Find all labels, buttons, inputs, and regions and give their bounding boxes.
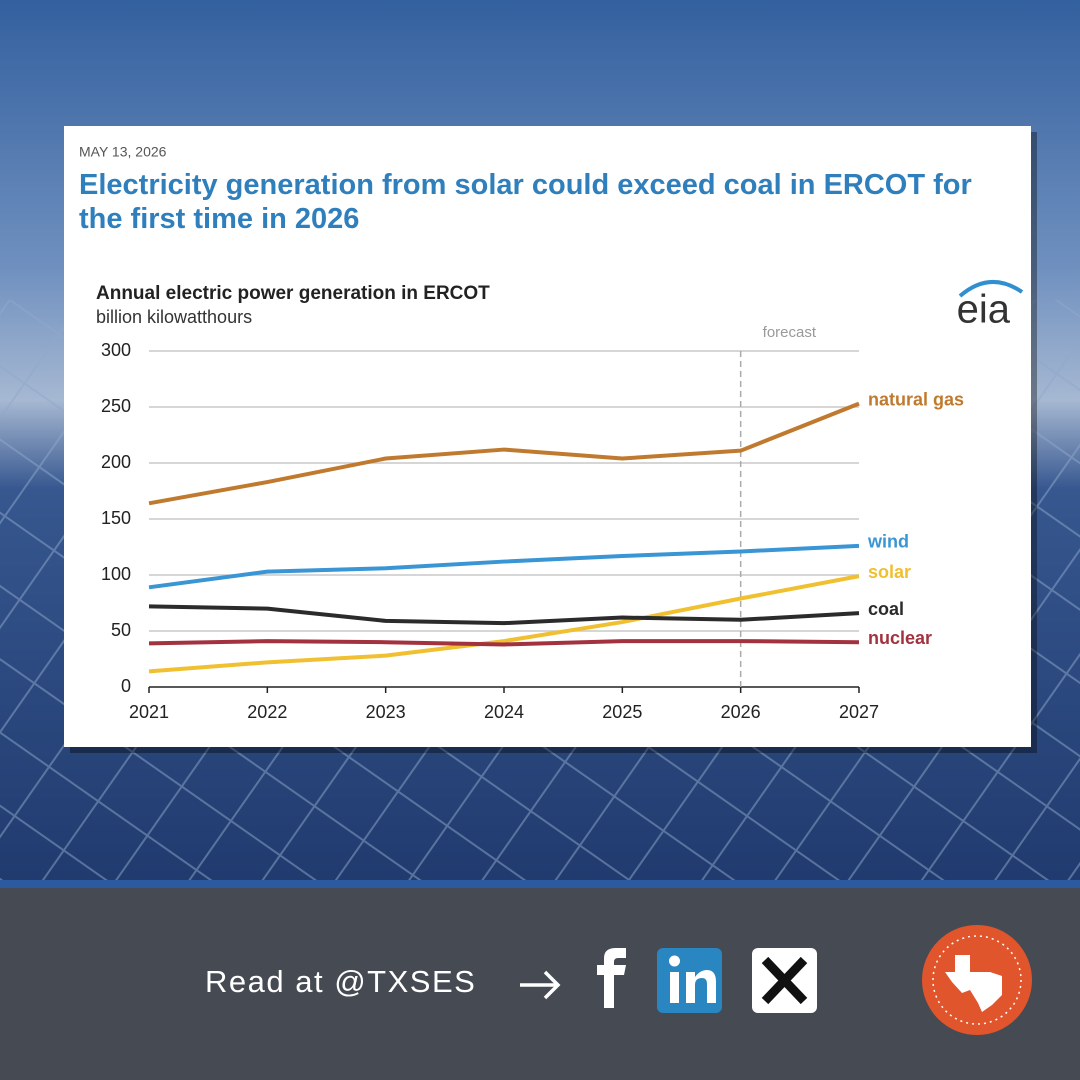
x-tick-label: 2025 — [602, 702, 642, 722]
footer-text: Read at @TXSES — [205, 964, 476, 999]
series-line — [148, 543, 860, 590]
series-label: natural gas — [868, 389, 964, 409]
series-label: solar — [868, 562, 911, 582]
linkedin-icon[interactable] — [657, 948, 722, 1013]
y-axis-label: billion kilowatthours — [96, 307, 252, 327]
y-tick-label: 200 — [101, 452, 131, 472]
logo: eia — [957, 288, 1011, 332]
facebook-icon[interactable] — [597, 948, 626, 1008]
y-tick-label: 300 — [101, 340, 131, 360]
series-line — [148, 639, 860, 647]
series-line — [148, 401, 860, 506]
x-tick-label: 2024 — [484, 702, 524, 722]
x-tick-label: 2021 — [129, 702, 169, 722]
series-label: wind — [867, 532, 909, 552]
date: MAY 13, 2026 — [79, 144, 167, 160]
y-tick-label: 50 — [111, 620, 131, 640]
x-icon[interactable] — [752, 948, 817, 1013]
x-tick-label: 2022 — [247, 702, 287, 722]
arrow-icon — [520, 970, 561, 1000]
x-tick-label: 2023 — [366, 702, 406, 722]
chart-subtitle: Annual electric power generation in ERCO… — [96, 283, 490, 304]
logo-arc — [958, 279, 1024, 298]
series-label: nuclear — [868, 628, 932, 648]
x-tick-label: 2027 — [839, 702, 879, 722]
series-line — [148, 604, 860, 626]
title-line: Electricity generation from solar could … — [79, 169, 972, 201]
y-tick-label: 150 — [101, 508, 131, 528]
y-tick-label: 0 — [121, 676, 131, 696]
title-line: the first time in 2026 — [79, 203, 359, 235]
y-tick-label: 100 — [101, 564, 131, 584]
series-line — [148, 574, 860, 674]
series-label: coal — [868, 599, 904, 619]
txses-logo — [922, 925, 1032, 1035]
chart-title: Electricity generation from solar could … — [79, 169, 972, 235]
x-tick-label: 2026 — [721, 702, 761, 722]
forecast-label: forecast — [763, 324, 817, 341]
y-tick-label: 250 — [101, 396, 131, 416]
footer-stripe — [0, 880, 1080, 888]
